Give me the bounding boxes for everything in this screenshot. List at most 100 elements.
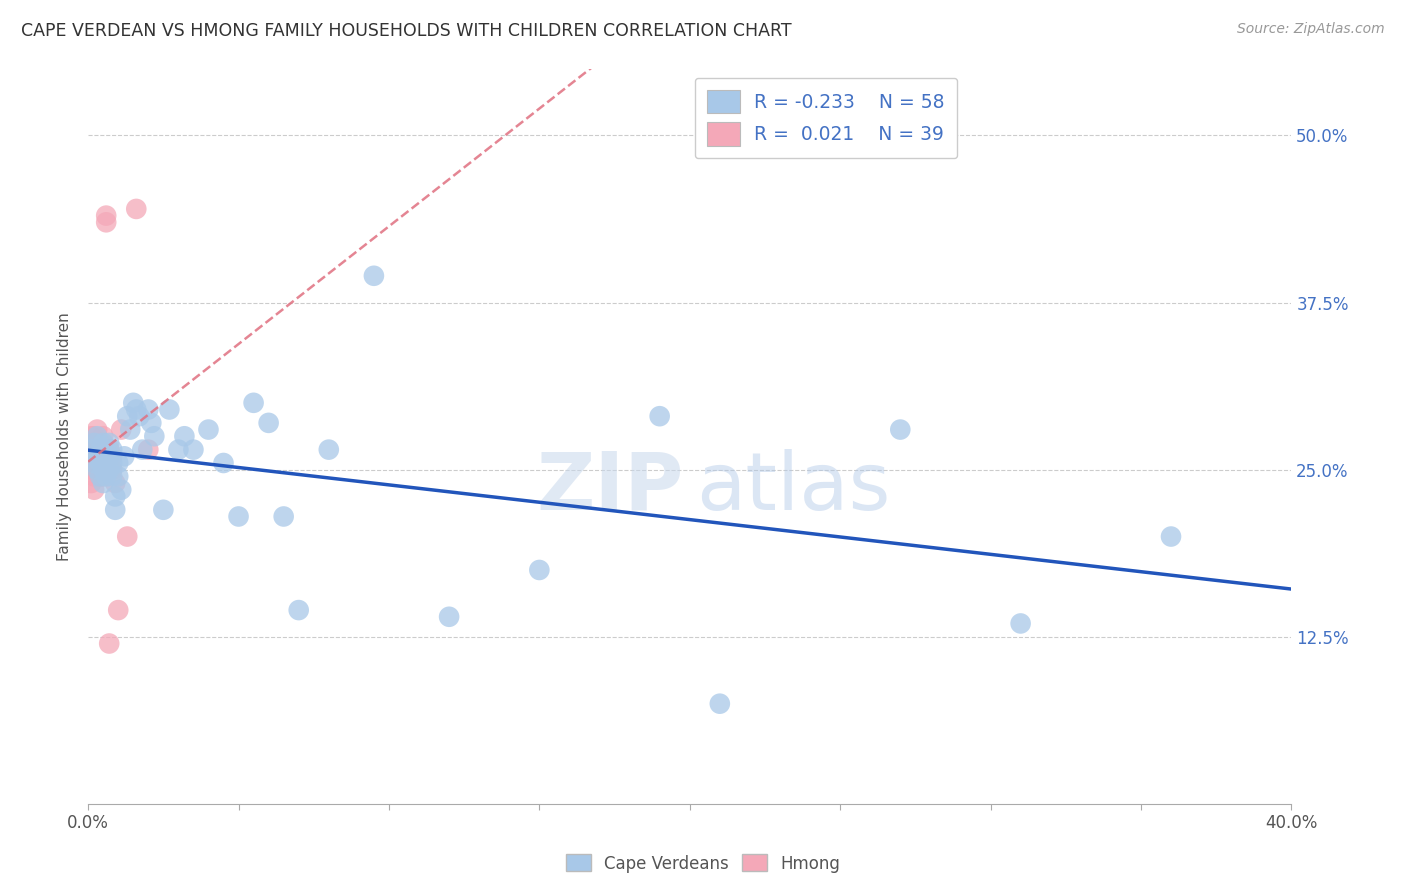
Point — [96, 469, 118, 483]
Point — [80, 442, 103, 457]
Point — [287, 603, 309, 617]
Point — [104, 490, 127, 504]
Point — [363, 268, 385, 283]
Point — [131, 442, 153, 457]
Point — [110, 423, 132, 437]
Point — [122, 396, 145, 410]
Point — [104, 476, 127, 491]
Point — [318, 442, 340, 457]
Point — [101, 463, 124, 477]
Point — [112, 450, 135, 464]
Point — [96, 463, 118, 477]
Point — [242, 396, 264, 410]
Point — [152, 503, 174, 517]
Point — [80, 450, 103, 464]
Point — [110, 483, 132, 497]
Point — [1160, 530, 1182, 544]
Y-axis label: Family Households with Children: Family Households with Children — [58, 312, 72, 561]
Point — [86, 450, 108, 464]
Point — [125, 202, 148, 216]
Point — [80, 463, 103, 477]
Point — [91, 450, 114, 464]
Point — [136, 442, 159, 457]
Point — [83, 456, 105, 470]
Point — [91, 429, 114, 443]
Point — [197, 423, 219, 437]
Text: ZIP: ZIP — [537, 449, 683, 527]
Point — [128, 409, 150, 424]
Point — [107, 603, 129, 617]
Point — [83, 456, 105, 470]
Point — [89, 469, 111, 483]
Point — [107, 469, 129, 483]
Point — [80, 476, 103, 491]
Point — [89, 442, 111, 457]
Point — [83, 463, 105, 477]
Point — [96, 442, 118, 457]
Point — [91, 476, 114, 491]
Point — [228, 509, 250, 524]
Point — [89, 442, 111, 457]
Legend: R = -0.233    N = 58, R =  0.021    N = 39: R = -0.233 N = 58, R = 0.021 N = 39 — [695, 78, 957, 158]
Point — [86, 450, 108, 464]
Point — [91, 442, 114, 457]
Point — [86, 463, 108, 477]
Point — [120, 423, 142, 437]
Point — [98, 436, 121, 450]
Point — [107, 456, 129, 470]
Point — [96, 456, 118, 470]
Point — [91, 456, 114, 470]
Point — [117, 530, 139, 544]
Point — [257, 416, 280, 430]
Legend: Cape Verdeans, Hmong: Cape Verdeans, Hmong — [560, 847, 846, 880]
Text: Source: ZipAtlas.com: Source: ZipAtlas.com — [1237, 22, 1385, 37]
Point — [96, 215, 118, 229]
Point — [80, 429, 103, 443]
Point — [101, 450, 124, 464]
Point — [212, 456, 235, 470]
Point — [709, 697, 731, 711]
Point — [91, 469, 114, 483]
Point — [167, 442, 190, 457]
Point — [889, 423, 911, 437]
Point — [83, 450, 105, 464]
Point — [117, 409, 139, 424]
Point — [80, 456, 103, 470]
Point — [273, 509, 295, 524]
Point — [91, 463, 114, 477]
Point — [143, 429, 166, 443]
Point — [648, 409, 671, 424]
Point — [141, 416, 163, 430]
Point — [183, 442, 205, 457]
Point — [80, 442, 103, 457]
Point — [101, 456, 124, 470]
Point — [83, 483, 105, 497]
Point — [89, 436, 111, 450]
Point — [89, 469, 111, 483]
Point — [157, 402, 180, 417]
Point — [83, 436, 105, 450]
Point — [83, 429, 105, 443]
Point — [89, 456, 111, 470]
Point — [98, 450, 121, 464]
Point — [83, 469, 105, 483]
Point — [83, 436, 105, 450]
Point — [98, 463, 121, 477]
Point — [101, 469, 124, 483]
Point — [1010, 616, 1032, 631]
Point — [98, 442, 121, 457]
Point — [98, 636, 121, 650]
Text: atlas: atlas — [696, 449, 890, 527]
Point — [86, 436, 108, 450]
Point — [86, 429, 108, 443]
Point — [86, 463, 108, 477]
Point — [101, 442, 124, 457]
Text: CAPE VERDEAN VS HMONG FAMILY HOUSEHOLDS WITH CHILDREN CORRELATION CHART: CAPE VERDEAN VS HMONG FAMILY HOUSEHOLDS … — [21, 22, 792, 40]
Point — [89, 456, 111, 470]
Point — [173, 429, 195, 443]
Point — [91, 436, 114, 450]
Point — [96, 209, 118, 223]
Point — [529, 563, 551, 577]
Point — [86, 442, 108, 457]
Point — [104, 503, 127, 517]
